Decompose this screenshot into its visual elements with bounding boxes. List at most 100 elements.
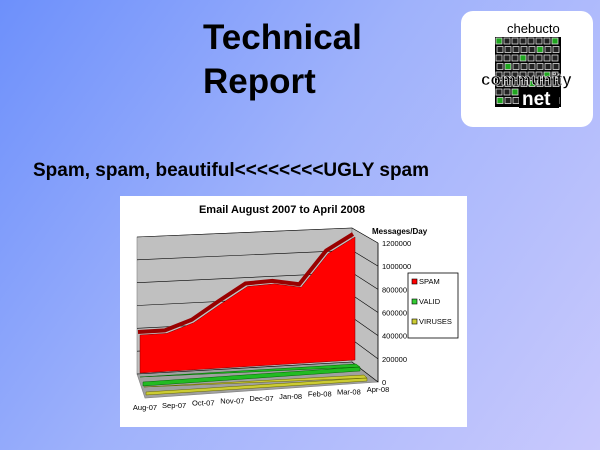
logo-grid-cell (519, 71, 527, 79)
spam-area-top-edge (137, 232, 355, 334)
logo-grid-cell (512, 97, 520, 104)
x-tick-label: Sep-07 (162, 401, 186, 410)
x-tick-label: Mar-08 (337, 387, 361, 396)
slide-title: Technical Report (203, 16, 362, 104)
y-tick-label: 0 (382, 378, 386, 387)
logo-top-text: chebucto (507, 21, 560, 36)
logo-grid-cell (520, 63, 528, 70)
spam-area (139, 236, 356, 374)
logo-grid-cell (496, 46, 504, 53)
logo-grid-cell (544, 80, 552, 87)
y-tick-label: 1200000 (382, 239, 411, 248)
legend: SPAM VALID VIRUSES (407, 272, 459, 339)
logo-grid-cell (519, 37, 527, 45)
gridline (351, 317, 379, 336)
gridline (351, 339, 379, 360)
chart-container: Email August 2007 to April 2008 Messages… (120, 196, 467, 427)
logo-grid-cell (535, 71, 543, 79)
logo-grid-cell (495, 71, 503, 79)
logo-middle-text: community (481, 70, 572, 89)
logo-grid-cell (535, 37, 543, 45)
logo-grid-cell (503, 71, 511, 79)
logo-grid-cell (551, 71, 559, 79)
logo-grid-cell (503, 54, 511, 62)
logo-grid-cell (503, 88, 511, 96)
y-tick-label: 1000000 (382, 262, 411, 271)
gridline (351, 272, 379, 290)
logo-grid-cell (504, 63, 512, 70)
y-tick-label: 600000 (382, 309, 407, 318)
x-tick-label: Dec-07 (249, 394, 273, 403)
logo-grid-cell (528, 63, 536, 70)
logo-grid-cell (544, 63, 552, 70)
logo-grid-cell (520, 80, 528, 87)
valid-area (139, 363, 361, 387)
logo-grid-cell (543, 54, 551, 62)
logo-grid-cell (495, 37, 503, 45)
logo-grid-cell (536, 46, 544, 53)
logo-bottom-text: net (522, 89, 551, 110)
area-chart: Email August 2007 to April 2008 Messages… (133, 204, 459, 412)
logo-grid-cell (496, 63, 504, 70)
gridline (136, 361, 353, 375)
logo-grid-cell (503, 37, 511, 45)
logo-grid-cell (528, 80, 536, 87)
logo-grid-cell (528, 46, 536, 53)
x-tick-label: Nov-07 (220, 396, 244, 405)
x-tick-label: Apr-08 (367, 385, 390, 394)
logo-grid-cell (552, 80, 560, 87)
y-axis-label: Messages/Day (372, 227, 428, 236)
x-tick-label: Feb-08 (308, 390, 332, 399)
x-tick-label: Jan-08 (279, 392, 302, 401)
logo-grid-cell (552, 46, 560, 53)
logo-grid-cell (520, 46, 528, 53)
legend-label-viruses: VIRUSES (419, 317, 452, 326)
legend-label-spam: SPAM (419, 277, 440, 286)
logo-grid-cell (527, 71, 535, 79)
logo-grid-cell (543, 71, 551, 79)
gridline (136, 227, 353, 238)
x-tick-label: Oct-07 (192, 399, 215, 408)
viruses-area (143, 374, 368, 396)
gridline (351, 227, 379, 244)
logo-grid-cell (495, 54, 503, 62)
y-tick-label: 400000 (382, 332, 407, 341)
logo-grid-cell (519, 54, 527, 62)
chebucto-community-net-logo: chebucto community net (461, 11, 593, 127)
logo-grid-cell (543, 37, 551, 45)
title-line-2: Report (203, 62, 316, 101)
logo-grid-cell (504, 97, 512, 104)
logo-grid-cell (512, 46, 520, 53)
logo-grid-cell (511, 54, 519, 62)
logo-grid-cell (551, 54, 559, 62)
legend-swatch-viruses (411, 318, 418, 325)
slide-subtitle: Spam, spam, beautiful<<<<<<<<UGLY spam (33, 160, 430, 181)
logo-grid-cell (504, 80, 512, 87)
legend-swatch-valid (411, 298, 418, 305)
logo-grid-cell (495, 88, 503, 96)
logo-grid-cell (511, 88, 519, 96)
logo-grid-cell (551, 37, 559, 45)
gridline (136, 250, 353, 261)
logo-grid-cell (512, 80, 520, 87)
gridline (351, 294, 379, 313)
logo-grid-cell (511, 71, 519, 79)
logo-grid-cell (552, 63, 560, 70)
logo-grid-cell (536, 63, 544, 70)
gridline (351, 250, 379, 267)
logo-grid-cell (511, 37, 519, 45)
logo-grid-cell (504, 46, 512, 53)
title-line-1: Technical (203, 18, 362, 57)
logo-grid-cell (535, 54, 543, 62)
y-tick-label: 800000 (382, 285, 407, 294)
logo-grid-cell (512, 63, 520, 70)
logo-grid-cell (527, 54, 535, 62)
logo-grid-cell (496, 80, 504, 87)
logo-grid-cell (544, 46, 552, 53)
side-wall (351, 227, 379, 383)
y-tick-label: 200000 (382, 355, 407, 364)
chart-title: Email August 2007 to April 2008 (199, 204, 365, 216)
x-tick-label: Aug-07 (133, 403, 157, 412)
legend-label-valid: VALID (419, 297, 441, 306)
